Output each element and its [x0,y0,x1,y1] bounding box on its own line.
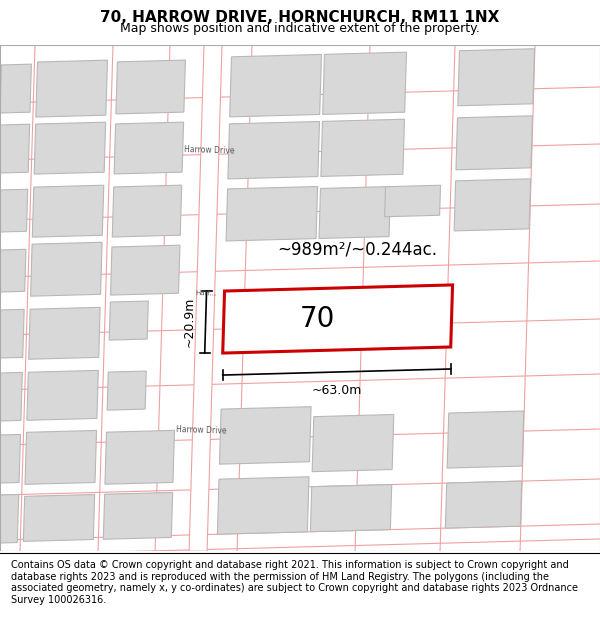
Polygon shape [226,186,317,241]
Polygon shape [220,407,311,464]
Polygon shape [447,411,524,468]
Polygon shape [319,187,391,239]
Text: Contains OS data © Crown copyright and database right 2021. This information is : Contains OS data © Crown copyright and d… [11,560,578,605]
Polygon shape [454,179,530,231]
Polygon shape [445,481,522,528]
Polygon shape [103,492,173,539]
Polygon shape [230,54,322,117]
Polygon shape [105,431,175,484]
Polygon shape [0,372,22,421]
Polygon shape [321,119,404,176]
Polygon shape [112,185,182,237]
Polygon shape [0,64,31,113]
Text: 70: 70 [300,305,335,333]
Polygon shape [36,60,107,117]
Polygon shape [0,309,24,358]
Polygon shape [25,431,97,484]
Polygon shape [34,122,106,174]
Text: Harrow Drive: Harrow Drive [176,425,227,435]
Polygon shape [0,434,20,483]
Polygon shape [0,494,19,543]
Polygon shape [109,301,148,340]
Text: Harr...: Harr... [195,290,216,296]
Text: ~989m²/~0.244ac.: ~989m²/~0.244ac. [277,241,437,259]
Polygon shape [456,116,532,170]
Text: ~63.0m: ~63.0m [311,384,362,397]
Polygon shape [310,484,392,532]
Polygon shape [32,185,104,237]
Text: ~20.9m: ~20.9m [182,297,196,348]
Polygon shape [385,185,440,217]
Polygon shape [110,245,180,295]
Polygon shape [0,189,28,232]
Polygon shape [228,121,319,179]
Text: Map shows position and indicative extent of the property.: Map shows position and indicative extent… [120,22,480,35]
Polygon shape [23,494,95,541]
Polygon shape [189,45,222,551]
Polygon shape [323,52,406,114]
Polygon shape [107,371,146,410]
Text: Harrow Drive: Harrow Drive [184,145,235,155]
Polygon shape [0,249,26,292]
Polygon shape [116,60,185,114]
Polygon shape [29,308,100,359]
Polygon shape [0,124,29,173]
Polygon shape [31,242,102,296]
Polygon shape [312,414,394,472]
Polygon shape [223,285,452,353]
Polygon shape [114,122,184,174]
Text: 70, HARROW DRIVE, HORNCHURCH, RM11 1NX: 70, HARROW DRIVE, HORNCHURCH, RM11 1NX [100,10,500,25]
Polygon shape [217,477,309,534]
Polygon shape [27,371,98,420]
Polygon shape [458,49,535,106]
